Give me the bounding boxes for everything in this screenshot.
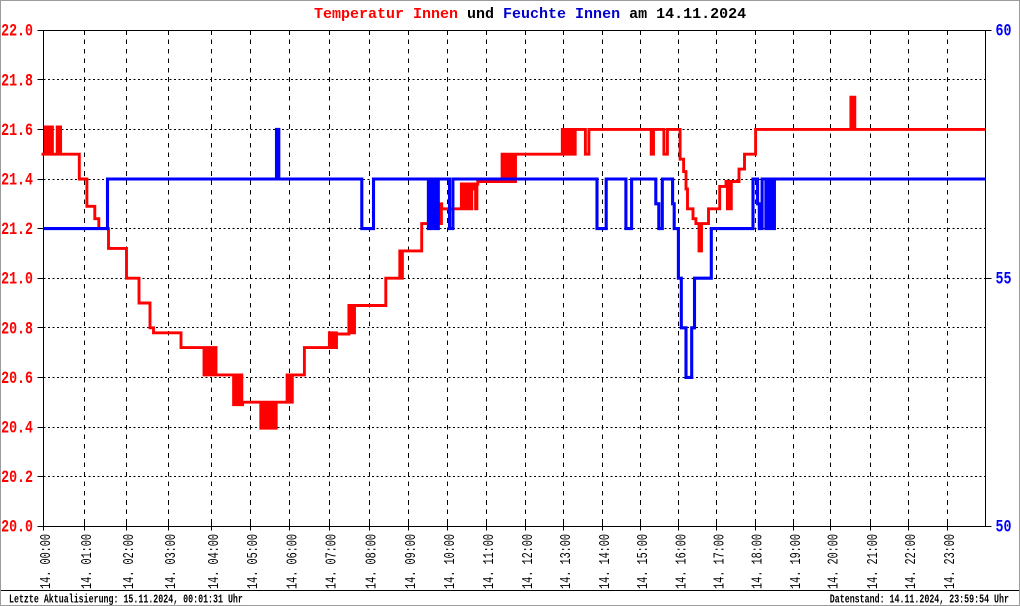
svg-text:14. 09:00: 14. 09:00 [402, 534, 419, 589]
svg-text:Letzte Aktualisierung: 15.11.2: Letzte Aktualisierung: 15.11.2024, 00:01… [9, 593, 243, 606]
svg-text:21.6: 21.6 [1, 120, 33, 140]
svg-text:14. 04:00: 14. 04:00 [205, 534, 222, 589]
svg-text:14. 02:00: 14. 02:00 [120, 534, 137, 589]
svg-text:14. 08:00: 14. 08:00 [363, 534, 380, 589]
svg-text:14. 14:00: 14. 14:00 [596, 534, 613, 589]
svg-text:50: 50 [996, 517, 1012, 537]
svg-text:14. 16:00: 14. 16:00 [672, 534, 689, 589]
svg-text:Datenstand: 14.11.2024, 23:59:: Datenstand: 14.11.2024, 23:59:54 Uhr [830, 593, 1009, 606]
svg-text:21.4: 21.4 [1, 170, 33, 190]
svg-text:14. 23:00: 14. 23:00 [941, 534, 958, 589]
svg-text:14. 21:00: 14. 21:00 [864, 534, 881, 589]
svg-text:20.4: 20.4 [1, 418, 33, 438]
svg-text:14. 18:00: 14. 18:00 [749, 534, 766, 589]
svg-text:Temperatur Innen und Feuchte I: Temperatur Innen und Feuchte Innen am 14… [314, 6, 746, 23]
svg-text:20.0: 20.0 [1, 517, 33, 537]
svg-text:60: 60 [996, 21, 1012, 41]
svg-text:21.8: 21.8 [1, 71, 33, 91]
svg-text:14. 10:00: 14. 10:00 [441, 534, 458, 589]
svg-text:14. 05:00: 14. 05:00 [244, 534, 261, 589]
svg-text:14. 22:00: 14. 22:00 [902, 534, 919, 589]
svg-text:14. 19:00: 14. 19:00 [787, 534, 804, 589]
svg-text:20.8: 20.8 [1, 319, 33, 339]
svg-text:14. 11:00: 14. 11:00 [480, 534, 497, 589]
svg-text:14. 01:00: 14. 01:00 [78, 534, 95, 589]
svg-text:14. 13:00: 14. 13:00 [557, 534, 574, 589]
svg-text:14. 17:00: 14. 17:00 [711, 534, 728, 589]
svg-text:14. 03:00: 14. 03:00 [162, 534, 179, 589]
svg-text:14. 07:00: 14. 07:00 [323, 534, 340, 589]
svg-text:22.0: 22.0 [1, 21, 33, 41]
svg-text:14. 06:00: 14. 06:00 [283, 534, 300, 589]
svg-text:21.0: 21.0 [1, 269, 33, 289]
svg-text:14. 20:00: 14. 20:00 [825, 534, 842, 589]
svg-text:14. 15:00: 14. 15:00 [634, 534, 651, 589]
svg-text:20.6: 20.6 [1, 368, 33, 388]
svg-text:14. 00:00: 14. 00:00 [37, 534, 54, 589]
svg-text:55: 55 [996, 269, 1012, 289]
svg-text:14. 12:00: 14. 12:00 [519, 534, 536, 589]
svg-text:20.2: 20.2 [1, 468, 33, 488]
svg-text:21.2: 21.2 [1, 220, 33, 240]
